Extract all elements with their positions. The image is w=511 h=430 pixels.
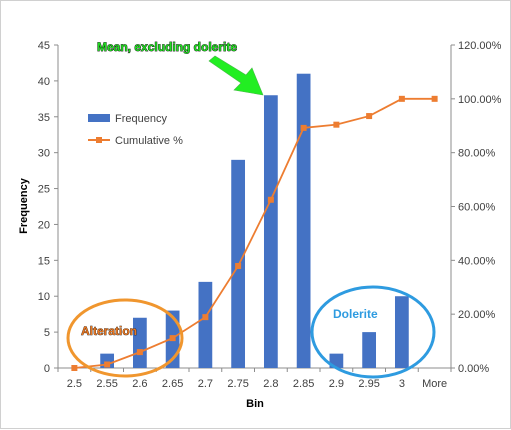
frequency-bar <box>394 296 409 368</box>
legend-label-cumulative: Cumulative % <box>115 135 183 147</box>
legend-marker-cumulative <box>96 137 102 143</box>
cumulative-point <box>235 262 242 269</box>
y-tick-label: 5 <box>44 327 50 339</box>
alteration-annotation: Alteration <box>66 298 184 378</box>
mean-annotation: Mean, excluding dolerite <box>97 40 264 96</box>
cumulative-line-group <box>71 95 438 371</box>
frequency-bar <box>263 95 278 368</box>
cumulative-point <box>398 95 405 102</box>
y2-tick-label: 20.00% <box>458 309 496 321</box>
cumulative-point <box>366 113 373 120</box>
dolerite-annotation-label: Dolerite <box>333 307 378 321</box>
cumulative-point <box>136 349 143 356</box>
frequency-bar <box>296 73 311 368</box>
x-tick-label: 2.95 <box>358 378 379 390</box>
x-tick-label: 2.7 <box>198 378 213 390</box>
x-tick-label: 2.85 <box>293 378 314 390</box>
cumulative-point <box>169 335 176 342</box>
y-tick-label: 30 <box>38 148 50 160</box>
y-tick-label: 10 <box>38 291 50 303</box>
cumulative-point <box>431 95 438 102</box>
x-axis-title: Bin <box>246 398 264 410</box>
x-tick-label: More <box>422 378 447 390</box>
x-tick-label: 2.5 <box>67 378 82 390</box>
x-tick-label: 2.55 <box>96 378 117 390</box>
cumulative-point <box>104 361 111 368</box>
cumulative-point <box>202 314 209 321</box>
x-tick-label: 3 <box>399 378 405 390</box>
y2-tick-label: 0.00% <box>458 363 489 375</box>
cumulative-line <box>74 97 435 369</box>
y-tick-label: 0 <box>44 363 50 375</box>
y-tick-label: 15 <box>38 255 50 267</box>
y2-tick-label: 80.00% <box>458 148 496 160</box>
legend-swatch-frequency <box>88 114 110 122</box>
x-tick-label: 2.8 <box>263 378 278 390</box>
y2-tick-label: 60.00% <box>458 202 496 214</box>
dolerite-ellipse <box>310 285 436 379</box>
cumulative-point <box>333 121 340 128</box>
cumulative-point <box>300 124 307 131</box>
y-tick-label: 45 <box>38 40 50 52</box>
frequency-bar <box>132 317 147 368</box>
dolerite-annotation: Dolerite <box>310 285 436 379</box>
y2-tick-label: 40.00% <box>458 255 496 267</box>
y-tick-label: 20 <box>38 219 50 231</box>
y2-tick-label: 120.00% <box>458 40 502 52</box>
cumulative-point <box>71 365 78 371</box>
y-tick-label: 35 <box>38 112 50 124</box>
mean-arrow-icon <box>208 55 264 96</box>
y2-tick-label: 100.00% <box>458 94 502 106</box>
legend-label-frequency: Frequency <box>115 113 167 125</box>
x-tick-label: 2.75 <box>227 378 248 390</box>
frequency-bar <box>198 281 213 368</box>
x-tick-label: 2.9 <box>329 378 344 390</box>
legend: Frequency Cumulative % <box>88 113 183 147</box>
cumulative-point <box>267 196 274 203</box>
y-tick-label: 25 <box>38 184 50 196</box>
x-tick-label: 2.6 <box>132 378 147 390</box>
frequency-bar <box>362 332 377 368</box>
y-axis-title: Frequency <box>18 177 30 234</box>
y-tick-label: 40 <box>38 76 50 88</box>
alteration-annotation-label: Alteration <box>81 324 137 338</box>
x-tick-label: 2.65 <box>162 378 183 390</box>
mean-annotation-label: Mean, excluding dolerite <box>97 40 237 54</box>
tick-labels-group: 0 5 10 15 20 25 30 35 40 45 0.00% 20.00% 40.00% 60.00… <box>38 40 502 390</box>
alteration-ellipse <box>66 298 184 378</box>
axes-group <box>54 44 455 372</box>
